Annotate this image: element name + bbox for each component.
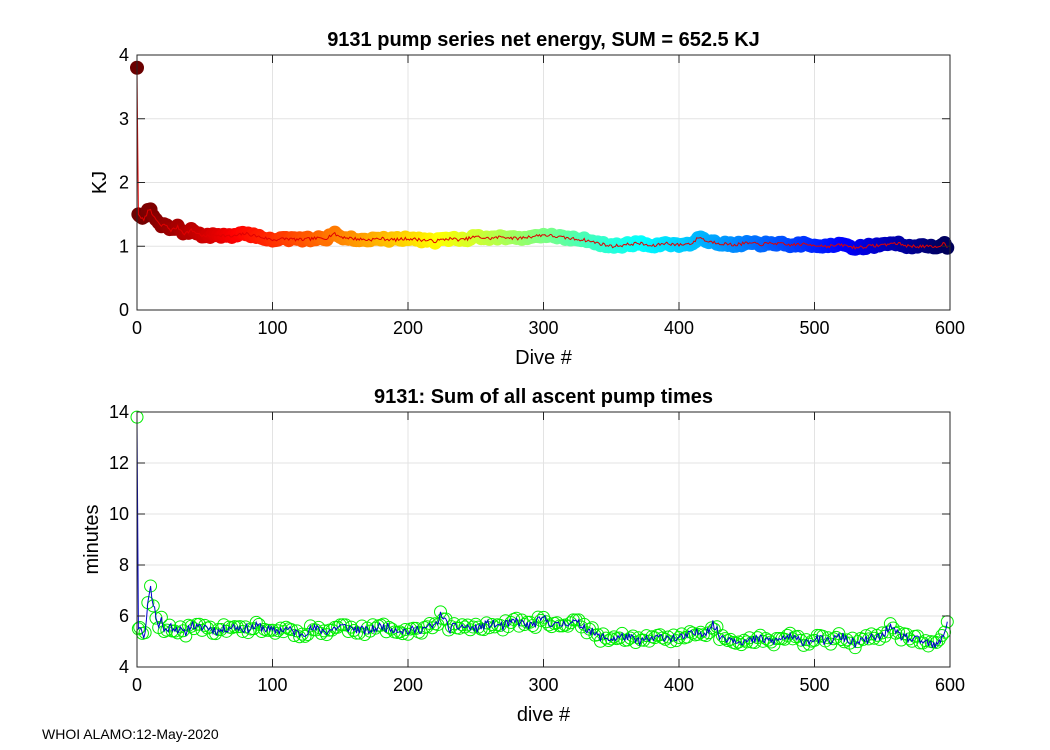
- chart1-ytick-label: 0: [119, 300, 129, 320]
- chart2-xtick-label: 600: [935, 675, 965, 695]
- chart2-point: [217, 618, 231, 632]
- chart1-xtick-label: 600: [935, 318, 965, 338]
- chart2-xtick-label: 100: [257, 675, 287, 695]
- chart2-point: [935, 629, 949, 643]
- chart1-xtick-label: 100: [257, 318, 287, 338]
- chart2-xtick-label: 300: [528, 675, 558, 695]
- chart2-ytick-label: 8: [119, 555, 129, 575]
- chart2-ylabel: minutes: [81, 504, 103, 574]
- chart1-ytick-label: 4: [119, 45, 129, 65]
- chart2-point: [913, 636, 927, 650]
- chart2-point: [875, 626, 889, 640]
- chart2-point: [268, 626, 282, 640]
- chart2-point: [444, 620, 458, 634]
- chart1-title: 9131 pump series net energy, SUM = 652.5…: [327, 29, 760, 51]
- chart1-ytick-label: 1: [119, 236, 129, 256]
- chart2-point: [835, 632, 849, 646]
- chart2-point: [892, 625, 906, 639]
- chart2-point: [542, 618, 556, 632]
- chart2-title: 9131: Sum of all ascent pump times: [374, 386, 713, 408]
- chart2-xtick-label: 0: [132, 675, 142, 695]
- chart2-ytick-label: 12: [109, 453, 129, 473]
- chart1-xtick-label: 200: [393, 318, 423, 338]
- chart1-xtick-label: 300: [528, 318, 558, 338]
- footer-stamp: WHOI ALAMO:12-May-2020: [42, 726, 219, 742]
- chart2-point: [929, 635, 943, 649]
- chart1-xtick-label: 400: [664, 318, 694, 338]
- chart2-ytick-label: 4: [119, 657, 129, 677]
- chart2-point: [938, 625, 952, 639]
- chart1-xtick-label: 500: [799, 318, 829, 338]
- chart2-point: [293, 630, 307, 644]
- chart2-point: [179, 629, 193, 643]
- chart1-ytick-label: 3: [119, 109, 129, 129]
- chart2-point: [883, 617, 897, 631]
- chart2-series-line: [136, 417, 948, 649]
- chart2-ytick-label: 14: [109, 402, 129, 422]
- chart2-point: [284, 623, 298, 637]
- chart2-point: [144, 579, 158, 593]
- chart2-point: [566, 613, 580, 627]
- chart2-point: [686, 626, 700, 640]
- chart1-series-line: [136, 67, 948, 250]
- chart2-point: [585, 621, 599, 635]
- chart1-xlabel: Dive #: [515, 347, 573, 369]
- chart2-point: [138, 626, 152, 640]
- chart1-point: [940, 240, 955, 255]
- chart2-point: [615, 626, 629, 640]
- chart2-point: [452, 621, 466, 635]
- chart2-point: [255, 625, 269, 639]
- chart2-point: [910, 629, 924, 643]
- chart1-xtick-label: 0: [132, 318, 142, 338]
- chart2-xtick-label: 500: [799, 675, 829, 695]
- chart2-ytick-label: 6: [119, 606, 129, 626]
- chart2-point: [837, 635, 851, 649]
- chart2-xtick-label: 400: [664, 675, 694, 695]
- chart2-xlabel: dive #: [517, 704, 571, 726]
- chart2-ytick-label: 10: [109, 504, 129, 524]
- chart2-point: [171, 626, 185, 640]
- chart2-xtick-label: 200: [393, 675, 423, 695]
- chart2-point: [797, 638, 811, 652]
- chart1-ylabel: KJ: [89, 171, 111, 194]
- chart2-point: [436, 612, 450, 626]
- chart2-point: [664, 635, 678, 649]
- chart2-point: [840, 633, 854, 647]
- chart1-ytick-label: 2: [119, 173, 129, 193]
- chart2-point: [729, 636, 743, 650]
